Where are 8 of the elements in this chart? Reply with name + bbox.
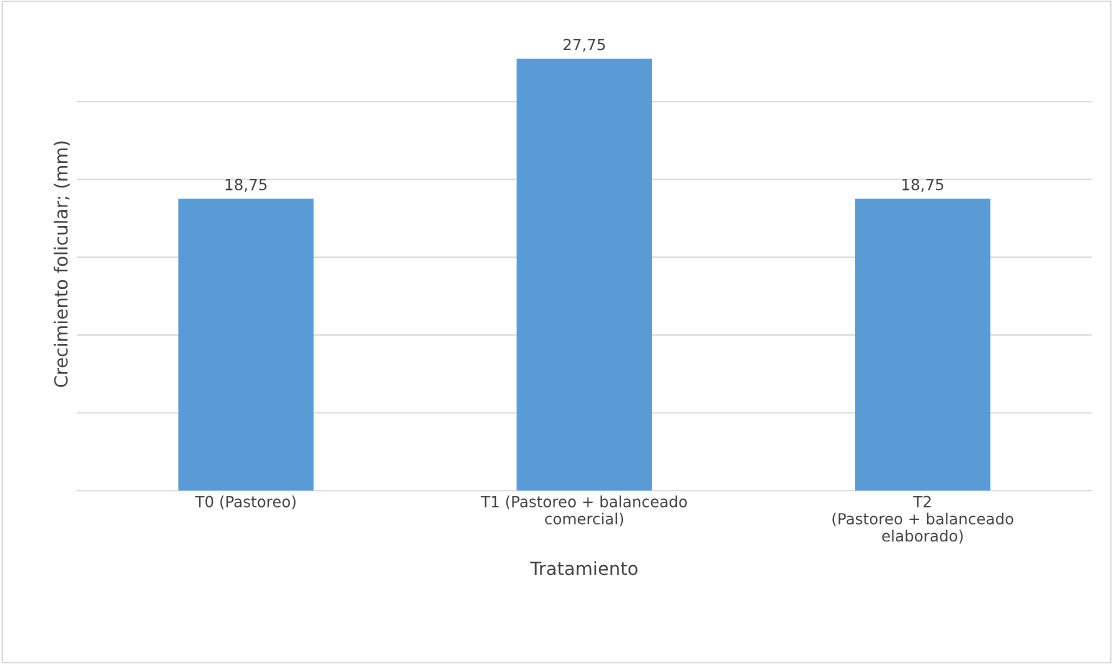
- x-tick-label: T0 (Pastoreo): [195, 495, 296, 510]
- data-label: 18,75: [225, 178, 267, 192]
- x-tick-label: T2 (Pastoreo + balanceado elaborado): [832, 495, 1014, 544]
- x-axis-title: Tratamiento: [530, 561, 638, 576]
- y-axis-title: Crecimiento folicular; (mm): [53, 141, 70, 387]
- data-label: 18,75: [902, 178, 944, 192]
- x-tick-label: T1 (Pastoreo + balanceado comercial): [480, 495, 687, 527]
- data-label: 27,75: [563, 38, 605, 52]
